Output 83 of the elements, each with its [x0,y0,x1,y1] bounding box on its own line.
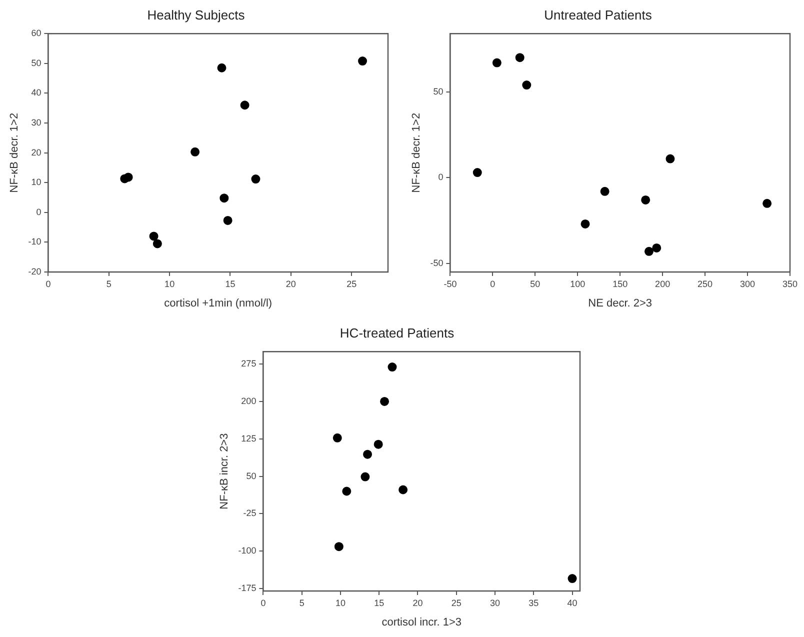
y-tick-label: 40 [31,88,42,98]
y-tick-label: 0 [36,206,42,217]
point [374,440,383,449]
point [149,232,158,241]
y-tick-label: 50 [246,470,256,481]
x-tick-label: 20 [286,278,296,289]
point [515,53,524,62]
y-tick-label: -100 [238,546,256,556]
point [342,486,352,496]
point [251,174,260,184]
x-tick-label: 25 [451,598,462,608]
x-axis-title: cortisol +1min (nmol/l) [164,297,272,310]
y-tick-label: 50 [31,58,42,68]
point [220,194,229,203]
point [124,172,133,182]
x-tick-label: 5 [106,278,112,289]
point [472,168,482,178]
point [334,542,344,552]
x-tick-label: 10 [164,278,175,289]
x-tick-label: 35 [528,598,539,608]
y-tick-label: 200 [241,396,256,406]
x-tick-label: 100 [570,278,586,289]
x-tick-label: 0 [260,598,266,608]
point [388,362,397,372]
x-tick-label: 300 [740,278,756,289]
y-tick-label: 275 [241,358,256,369]
y-tick-label: -25 [243,508,256,518]
point [641,195,650,204]
y-axis-title: NF-κB decr. 1>2 [410,112,423,193]
point [398,485,408,494]
y-tick-label: 20 [31,147,42,158]
point [223,216,232,225]
x-tick-label: 5 [299,598,304,608]
y-tick-label: -10 [28,236,42,247]
point [360,472,370,482]
point [217,63,226,72]
point [358,56,368,66]
point [762,198,772,208]
y-tick-label: -50 [430,258,444,268]
x-tick-label: 15 [225,278,236,289]
point [522,80,532,90]
y-axis-title: NF-κB incr. 2>3 [218,433,231,510]
point [240,100,250,110]
y-tick-label: 0 [438,172,444,182]
y-tick-label: -20 [28,266,42,276]
point [580,219,590,228]
point [363,450,372,459]
point [600,186,610,196]
y-tick-label: 10 [31,177,42,188]
x-tick-label: 350 [782,278,798,289]
point [380,396,390,406]
point [190,147,200,156]
x-tick-label: 200 [655,278,670,289]
x-tick-label: 10 [335,598,346,608]
x-tick-label: 30 [490,598,500,608]
point [644,246,654,256]
point [568,574,577,584]
point [492,58,502,68]
x-tick-label: 20 [412,598,423,608]
x-tick-label: 15 [374,598,384,608]
x-tick-label: 25 [346,278,357,289]
x-tick-label: 40 [567,598,578,608]
x-tick-label: 0 [490,278,496,289]
x-tick-label: 250 [698,278,713,289]
chart-title: Untreated Patients [544,7,652,22]
point [652,243,662,252]
x-tick-label: 0 [46,278,51,289]
x-axis-title: NE decr. 2>3 [588,297,652,310]
y-tick-label: 125 [241,433,256,444]
x-axis-title: cortisol incr. 1>3 [382,616,462,628]
point [332,433,342,442]
y-axis-title: NF-κB decr. 1>2 [8,112,21,193]
point [152,239,162,248]
y-tick-label: 60 [31,28,42,38]
y-tick-label: -175 [238,582,256,593]
x-tick-label: -50 [444,278,457,289]
point [666,154,675,164]
chart-title: Healthy Subjects [147,7,246,22]
x-tick-label: 150 [612,278,628,289]
y-tick-label: 50 [433,86,444,96]
chart-title: HC-treated Patients [340,325,455,340]
y-tick-label: 30 [31,117,42,128]
x-tick-label: 50 [530,278,540,289]
